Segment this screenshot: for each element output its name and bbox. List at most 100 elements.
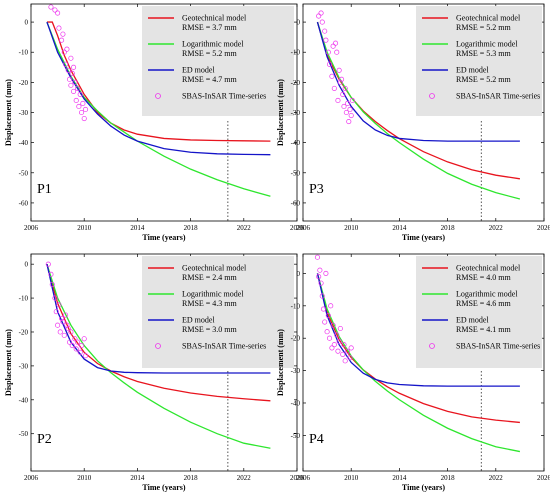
insar-point bbox=[68, 329, 74, 335]
insar-point bbox=[72, 79, 78, 85]
insar-point bbox=[56, 25, 62, 31]
legend-label-insar: SBAS-InSAR Time-series bbox=[456, 92, 540, 101]
legend-box bbox=[416, 256, 542, 368]
insar-point bbox=[59, 315, 65, 321]
insar-point bbox=[335, 348, 341, 354]
insar-point bbox=[345, 348, 351, 354]
legend-label-geo: Geotechnical model bbox=[182, 14, 247, 23]
x-tick-label: 2014 bbox=[130, 224, 145, 232]
legend-rmse-ed: RMSE = 5.2 mm bbox=[456, 75, 512, 84]
insar-point bbox=[82, 106, 89, 113]
x-axis-label: Time (years) bbox=[402, 483, 446, 492]
ed-model-line bbox=[316, 273, 520, 387]
insar-point bbox=[341, 342, 347, 348]
insar-point bbox=[331, 342, 337, 348]
insar-point bbox=[322, 28, 328, 34]
legend-label-log: Logarithmic model bbox=[182, 290, 244, 299]
insar-point bbox=[49, 281, 55, 288]
insar-point bbox=[60, 31, 66, 37]
insar-point bbox=[61, 49, 67, 55]
geo-model-line bbox=[46, 263, 271, 402]
geo-model-line bbox=[316, 273, 520, 424]
legend-rmse-geo: RMSE = 3.7 mm bbox=[182, 23, 238, 32]
x-tick-label: 2018 bbox=[441, 224, 456, 232]
legend-rmse-log: RMSE = 4.6 mm bbox=[456, 299, 512, 308]
x-axis-label: Time (years) bbox=[402, 233, 446, 242]
chart-panel-p1: 2006 2010 2014 2018 2022 2026 0 -10 -20 -30 -40 -50… bbox=[4, 3, 305, 242]
y-tick-label: -50 bbox=[291, 432, 301, 440]
legend-label-ed: ED model bbox=[456, 66, 489, 75]
x-tick-label: 2022 bbox=[237, 224, 252, 232]
insar-point bbox=[316, 274, 322, 280]
insar-point bbox=[75, 85, 81, 91]
legend-rmse-ed: RMSE = 4.1 mm bbox=[456, 325, 512, 334]
insar-point bbox=[77, 349, 83, 355]
y-tick-label: -20 bbox=[291, 79, 301, 87]
plot-area bbox=[316, 10, 521, 200]
insar-point bbox=[69, 70, 75, 76]
insar-point bbox=[326, 335, 333, 341]
y-tick-label: -60 bbox=[19, 199, 29, 207]
insar-point bbox=[348, 345, 354, 351]
legend-rmse-ed: RMSE = 4.7 mm bbox=[182, 75, 238, 84]
insar-point bbox=[324, 329, 330, 335]
insar-point bbox=[82, 353, 89, 359]
y-tick-label: -30 bbox=[291, 109, 301, 117]
log-model-line bbox=[46, 21, 271, 197]
legend-rmse-log: RMSE = 5.3 mm bbox=[456, 49, 512, 58]
insar-point bbox=[52, 7, 58, 13]
legend-label-log: Logarithmic model bbox=[456, 40, 518, 49]
insar-point bbox=[342, 85, 348, 91]
y-tick-label: -30 bbox=[19, 362, 29, 370]
legend-label-insar: SBAS-InSAR Time-series bbox=[456, 342, 540, 351]
insar-point bbox=[45, 261, 51, 267]
insar-point bbox=[76, 103, 82, 110]
legend-label-log: Logarithmic model bbox=[182, 40, 244, 49]
x-tick-label: 2022 bbox=[489, 224, 504, 232]
insar-point bbox=[317, 267, 323, 273]
legend-box bbox=[416, 6, 542, 116]
insar-point bbox=[48, 271, 54, 277]
plot-frame bbox=[302, 253, 545, 472]
insar-point bbox=[67, 76, 73, 82]
x-tick-label: 2026 bbox=[537, 224, 550, 232]
x-axis-label: Time (years) bbox=[142, 483, 186, 492]
y-tick-label: -10 bbox=[291, 302, 301, 310]
y-tick-label: -20 bbox=[19, 328, 29, 336]
y-tick-label: -40 bbox=[19, 396, 29, 404]
y-tick-label: -10 bbox=[291, 49, 301, 57]
y-tick-label: -50 bbox=[19, 430, 29, 438]
x-tick-label: 2018 bbox=[441, 474, 456, 482]
insar-point bbox=[320, 306, 327, 312]
legend-label-ed: ED model bbox=[456, 316, 489, 325]
legend-label-log: Logarithmic model bbox=[456, 290, 518, 299]
y-tick-label: -40 bbox=[291, 139, 301, 147]
legend-label-insar: SBAS-InSAR Time-series bbox=[182, 342, 266, 351]
x-tick-label: 2014 bbox=[392, 474, 407, 482]
chart-panel-p3: 2006 2010 2014 2018 2022 2026 0 -10 -20 -30 -40 -50… bbox=[276, 3, 550, 242]
x-tick-label: 2010 bbox=[77, 474, 92, 482]
y-axis-label: Displacement (mm) bbox=[4, 329, 13, 396]
insar-point bbox=[334, 332, 340, 338]
insar-point bbox=[75, 339, 81, 345]
insar-point bbox=[319, 19, 325, 25]
panel-label: P2 bbox=[37, 432, 52, 447]
legend-label-geo: Geotechnical model bbox=[456, 14, 521, 23]
plot-area bbox=[314, 254, 521, 453]
insar-point bbox=[326, 61, 333, 67]
chart-panel-p2: 2006 2010 2014 2018 2022 2026 0 -10 -20 -30 -40 -50… bbox=[4, 253, 305, 492]
insar-point bbox=[325, 49, 331, 55]
x-tick-label: 2018 bbox=[184, 224, 199, 232]
insar-point bbox=[53, 309, 59, 315]
insar-point bbox=[71, 88, 77, 94]
legend-rmse-geo: RMSE = 5.2 mm bbox=[456, 23, 512, 32]
ed-model-line bbox=[46, 264, 271, 374]
insar-point bbox=[347, 355, 353, 361]
insar-point bbox=[328, 303, 334, 309]
legend-rmse-log: RMSE = 5.2 mm bbox=[182, 49, 238, 58]
legend-label-ed: ED model bbox=[182, 316, 215, 325]
x-tick-label: 2026 bbox=[290, 224, 305, 232]
